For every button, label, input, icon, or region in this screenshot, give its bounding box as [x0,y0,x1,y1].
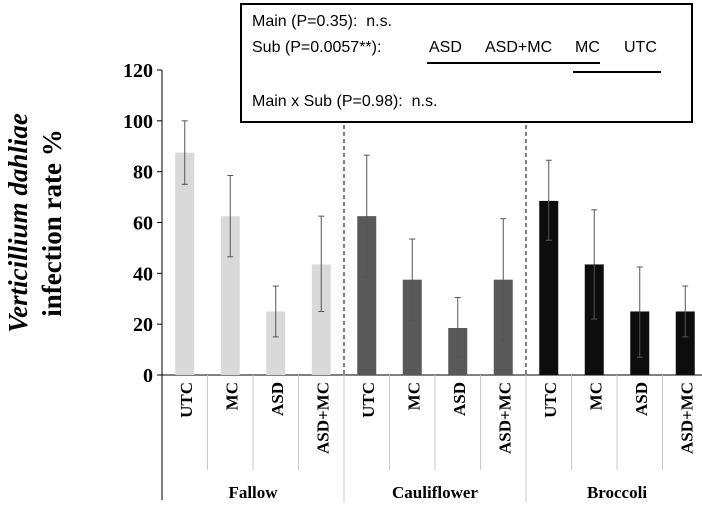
sub-treatment-mc: MC [575,39,600,56]
bar [266,311,286,375]
y-axis-title: Verticillium dahliae infection rate % [1,113,69,333]
significance-line-2 [573,71,661,73]
main-effect-text: Main (P=0.35): n.s. [252,13,393,30]
significance-line-1 [427,62,600,64]
sub-effect-prefix: Sub (P=0.0057**): [252,39,382,56]
x-category-label: ASD [268,382,287,416]
x-category-label: MC [404,382,423,410]
x-category-label: ASD [450,382,469,416]
x-category-label: ASD+MC [313,382,332,454]
sub-treatment-utc: UTC [624,39,657,56]
y-tick-label: 40 [133,263,153,285]
y-tick-label: 80 [133,162,153,184]
interaction-effect-text: Main x Sub (P=0.98): n.s. [252,93,438,110]
x-group-label: Fallow [228,483,278,502]
x-category-label: MC [586,382,605,410]
x-category-label: UTC [541,382,560,418]
bar [402,279,422,375]
y-axis-title-line2: infection rate % [37,129,67,317]
x-category-label: MC [222,382,241,410]
sub-treatment-asd: ASD [429,39,462,56]
x-category-label: ASD [632,382,651,416]
bar [220,216,240,375]
y-axis-title-line1: Verticillium dahliae [3,113,33,333]
x-group-label: Cauliflower [392,483,478,502]
bar [584,264,604,375]
x-category-label: UTC [177,382,196,418]
bar [675,311,695,375]
bar [311,264,331,375]
x-category-label: ASD+MC [495,382,514,454]
x-category-label: ASD+MC [677,382,696,454]
y-tick-label: 100 [123,111,153,133]
x-group-label: Broccoli [587,483,647,502]
sub-treatment-asd-mc: ASD+MC [485,39,553,56]
x-category-label: UTC [359,382,378,418]
bar [357,216,377,375]
y-tick-label: 120 [123,60,153,82]
y-tick-label: 20 [133,314,153,336]
y-tick-label: 0 [143,365,153,387]
bar [539,200,559,375]
y-tick-label: 60 [133,213,153,235]
statistics-box: Main (P=0.35): n.s. Sub (P=0.0057**): AS… [240,3,693,123]
bar [175,152,195,375]
